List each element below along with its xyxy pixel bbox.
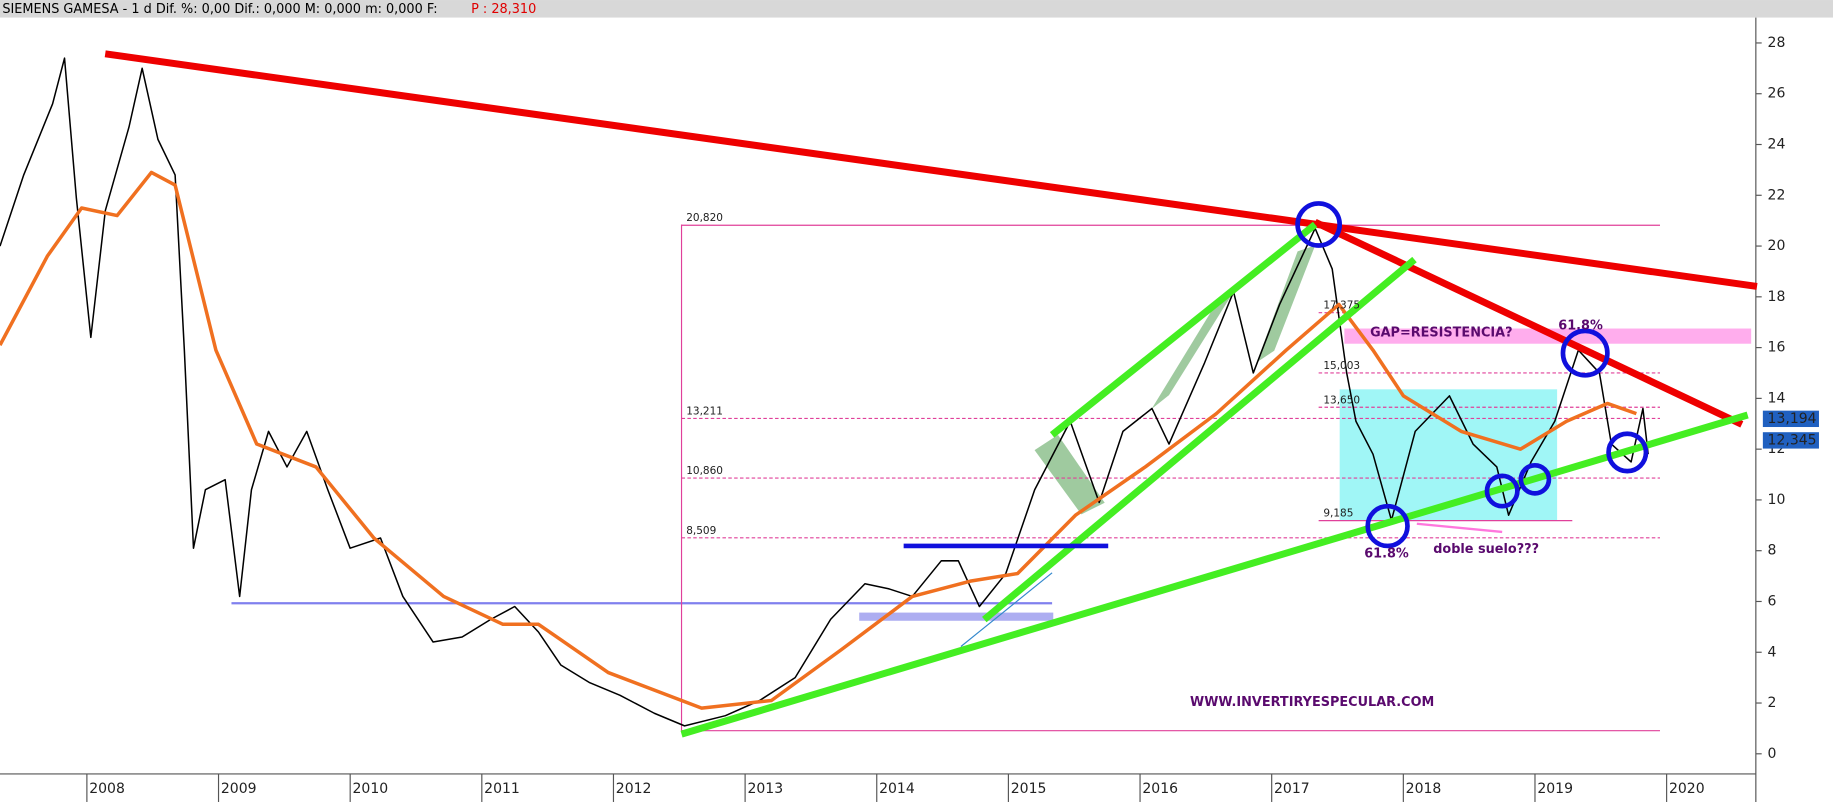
x-tick-label: 2017	[1274, 781, 1310, 797]
header-title: SIEMENS GAMESA - 1 d Dif. %: 0,00 Dif.: …	[2, 2, 437, 17]
highlight-circle	[1560, 328, 1610, 378]
highlight-circle	[1484, 473, 1520, 509]
price-line	[0, 170, 1637, 710]
y-tick-label: 20	[1768, 238, 1786, 254]
level-label: 15,003	[1323, 360, 1360, 372]
level-label: 8,509	[686, 525, 716, 537]
x-tick-label: 2011	[484, 781, 520, 797]
x-tick-label: 2016	[1142, 781, 1178, 797]
annotation: doble suelo???	[1433, 542, 1539, 557]
y-tick-label: 28	[1768, 35, 1786, 51]
level-label: 17,375	[1323, 300, 1360, 312]
trendline	[680, 411, 1749, 738]
annotation: 61.8%	[1558, 319, 1603, 334]
trendline	[104, 50, 1758, 290]
highlight-circle	[1518, 462, 1552, 496]
highlight-circle	[1606, 431, 1649, 474]
highlight-circle	[1295, 201, 1343, 248]
y-tick-label: 2	[1768, 695, 1777, 711]
level-label: 9,185	[1323, 508, 1353, 520]
y-tick-label: 0	[1768, 746, 1777, 762]
x-tick-label: 2018	[1406, 781, 1442, 797]
price-tag	[1762, 410, 1819, 428]
drawings: GAP=RESISTENCIA? 61.8% 61.8% doble suelo…	[104, 50, 1758, 738]
price-tag-label: 13,194	[1768, 411, 1817, 427]
y-tick-label: 10	[1768, 492, 1786, 508]
y-tick-label: 26	[1768, 86, 1786, 102]
trendline	[1313, 218, 1744, 428]
y-tick-label: 8	[1768, 543, 1777, 559]
y-tick-label: 24	[1768, 137, 1786, 153]
y-tick-label: 22	[1768, 187, 1786, 203]
x-tick-label: 2020	[1669, 781, 1705, 797]
channel-line	[982, 256, 1417, 623]
arrow-shade	[1151, 292, 1234, 410]
annotation: GAP=RESISTENCIA?	[1370, 326, 1512, 341]
x-tick-label: 2014	[879, 781, 915, 797]
arrow-line	[1416, 522, 1503, 534]
level-label: 20,820	[686, 212, 723, 224]
x-tick-label: 2009	[221, 781, 257, 797]
level-label: 10,860	[686, 465, 723, 477]
price-line	[0, 57, 1649, 727]
plot	[0, 57, 1649, 727]
support-zone	[859, 612, 1054, 621]
channel-line	[1049, 221, 1318, 438]
range-box	[1339, 389, 1558, 521]
highlight-circle	[1365, 503, 1410, 549]
y-tick-label: 16	[1768, 340, 1786, 356]
x-tick-label: 2013	[747, 781, 783, 797]
header-bar	[0, 0, 1833, 18]
level-label: 13,211	[686, 405, 723, 417]
x-tick-label: 2019	[1537, 781, 1573, 797]
x-tick-label: 2008	[89, 781, 125, 797]
y-tick-label: 6	[1768, 593, 1777, 609]
x-tick-label: 2012	[616, 781, 652, 797]
header-price: P : 28,310	[471, 2, 536, 17]
price-tag-label: 12,345	[1768, 432, 1817, 448]
annotation: 61.8%	[1364, 547, 1409, 562]
y-tick-label: 18	[1768, 289, 1786, 305]
level-label: 13,650	[1323, 394, 1360, 406]
annotation: WWW.INVERTIRYESPECULAR.COM	[1190, 695, 1434, 710]
y-tick-label: 4	[1768, 644, 1777, 660]
x-tick-label: 2015	[1011, 781, 1047, 797]
arrow-shade	[1256, 245, 1316, 363]
thin-line	[960, 572, 1053, 647]
shapes-under	[231, 224, 1752, 732]
price-tag	[1762, 432, 1819, 449]
x-tick-label: 2010	[353, 781, 389, 797]
y-tick-label: 14	[1768, 390, 1786, 406]
